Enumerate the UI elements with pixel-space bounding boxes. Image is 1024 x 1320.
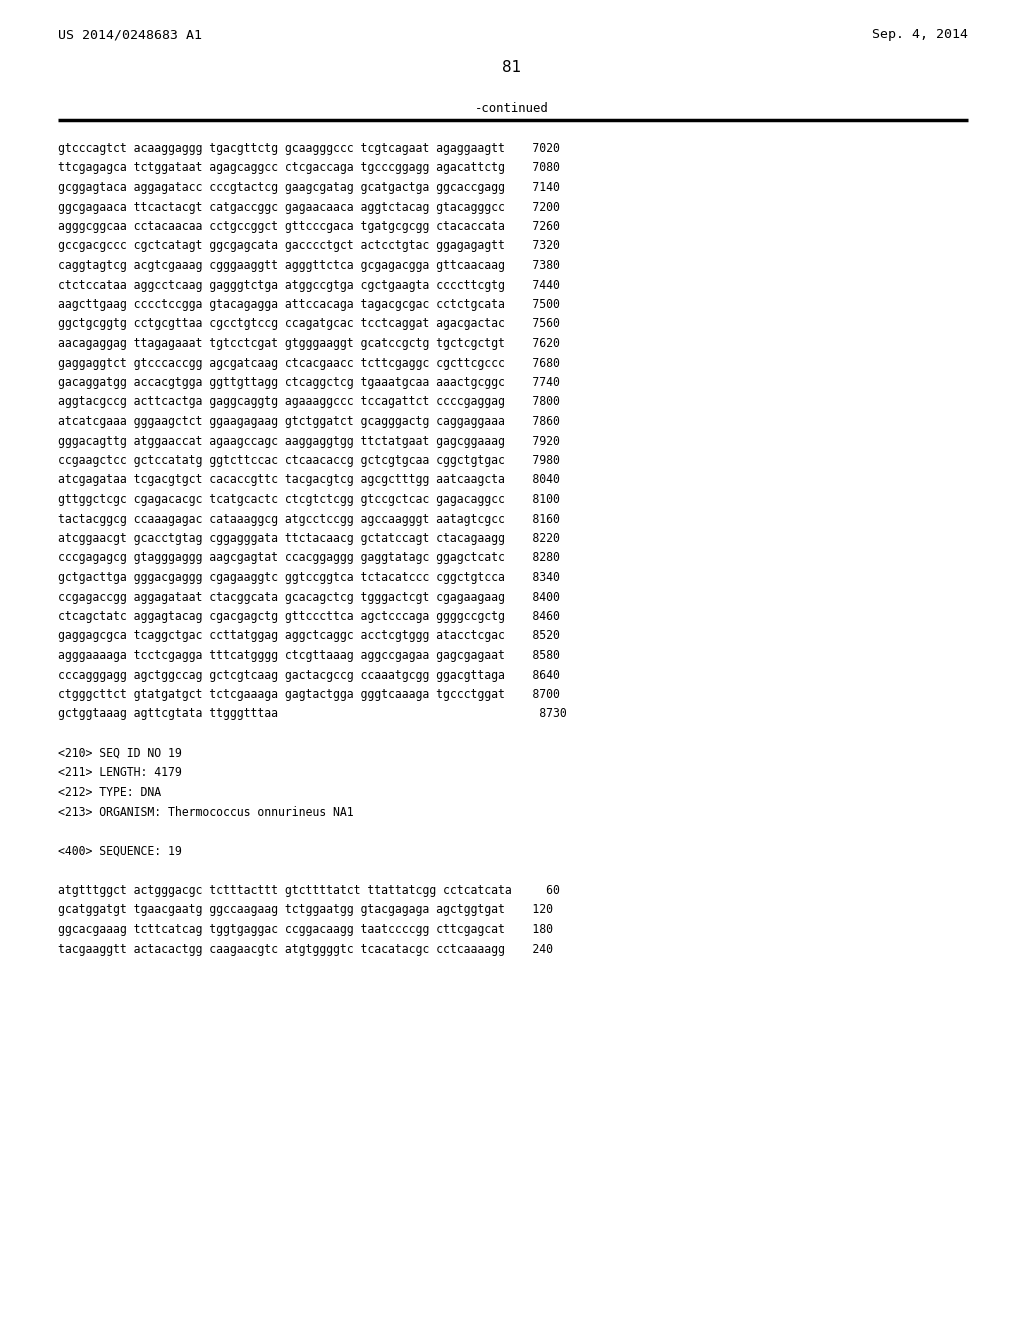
Text: US 2014/0248683 A1: US 2014/0248683 A1 [58, 28, 202, 41]
Text: agggcggcaa cctacaacaa cctgccggct gttcccgaca tgatgcgcgg ctacaccata    7260: agggcggcaa cctacaacaa cctgccggct gttcccg… [58, 220, 560, 234]
Text: atcgagataa tcgacgtgct cacaccgttc tacgacgtcg agcgctttgg aatcaagcta    8040: atcgagataa tcgacgtgct cacaccgttc tacgacg… [58, 474, 560, 487]
Text: <212> TYPE: DNA: <212> TYPE: DNA [58, 785, 161, 799]
Text: ggcgagaaca ttcactacgt catgaccggc gagaacaaca aggtctacag gtacagggcc    7200: ggcgagaaca ttcactacgt catgaccggc gagaaca… [58, 201, 560, 214]
Text: <210> SEQ ID NO 19: <210> SEQ ID NO 19 [58, 747, 181, 760]
Text: tactacggcg ccaaagagac cataaaggcg atgcctccgg agccaagggt aatagtcgcc    8160: tactacggcg ccaaagagac cataaaggcg atgcctc… [58, 512, 560, 525]
Text: ccgagaccgg aggagataat ctacggcata gcacagctcg tgggactcgt cgagaagaag    8400: ccgagaccgg aggagataat ctacggcata gcacagc… [58, 590, 560, 603]
Text: ctcagctatc aggagtacag cgacgagctg gttcccttca agctcccaga ggggccgctg    8460: ctcagctatc aggagtacag cgacgagctg gttccct… [58, 610, 560, 623]
Text: atcggaacgt gcacctgtag cggagggata ttctacaacg gctatccagt ctacagaagg    8220: atcggaacgt gcacctgtag cggagggata ttctaca… [58, 532, 560, 545]
Text: gcggagtaca aggagatacc cccgtactcg gaagcgatag gcatgactga ggcaccgagg    7140: gcggagtaca aggagatacc cccgtactcg gaagcga… [58, 181, 560, 194]
Text: agggaaaaga tcctcgagga tttcatgggg ctcgttaaag aggccgagaa gagcgagaat    8580: agggaaaaga tcctcgagga tttcatgggg ctcgtta… [58, 649, 560, 663]
Text: ttcgagagca tctggataat agagcaggcc ctcgaccaga tgcccggagg agacattctg    7080: ttcgagagca tctggataat agagcaggcc ctcgacc… [58, 161, 560, 174]
Text: ctgggcttct gtatgatgct tctcgaaaga gagtactgga gggtcaaaga tgccctggat    8700: ctgggcttct gtatgatgct tctcgaaaga gagtact… [58, 688, 560, 701]
Text: cccagggagg agctggccag gctcgtcaag gactacgccg ccaaatgcgg ggacgttaga    8640: cccagggagg agctggccag gctcgtcaag gactacg… [58, 668, 560, 681]
Text: atcatcgaaa gggaagctct ggaagagaag gtctggatct gcagggactg caggaggaaa    7860: atcatcgaaa gggaagctct ggaagagaag gtctgga… [58, 414, 560, 428]
Text: ggctgcggtg cctgcgttaa cgcctgtccg ccagatgcac tcctcaggat agacgactac    7560: ggctgcggtg cctgcgttaa cgcctgtccg ccagatg… [58, 318, 560, 330]
Text: gcatggatgt tgaacgaatg ggccaagaag tctggaatgg gtacgagaga agctggtgat    120: gcatggatgt tgaacgaatg ggccaagaag tctggaa… [58, 903, 553, 916]
Text: -continued: -continued [475, 102, 549, 115]
Text: aacagaggag ttagagaaat tgtcctcgat gtgggaaggt gcatccgctg tgctcgctgt    7620: aacagaggag ttagagaaat tgtcctcgat gtgggaa… [58, 337, 560, 350]
Text: gtcccagtct acaaggaggg tgacgttctg gcaagggccc tcgtcagaat agaggaagtt    7020: gtcccagtct acaaggaggg tgacgttctg gcaaggg… [58, 143, 560, 154]
Text: <400> SEQUENCE: 19: <400> SEQUENCE: 19 [58, 845, 181, 858]
Text: tacgaaggtt actacactgg caagaacgtc atgtggggtc tcacatacgc cctcaaaagg    240: tacgaaggtt actacactgg caagaacgtc atgtggg… [58, 942, 553, 956]
Text: ctctccataa aggcctcaag gagggtctga atggccgtga cgctgaagta ccccttcgtg    7440: ctctccataa aggcctcaag gagggtctga atggccg… [58, 279, 560, 292]
Text: cccgagagcg gtagggaggg aagcgagtat ccacggaggg gaggtatagc ggagctcatc    8280: cccgagagcg gtagggaggg aagcgagtat ccacgga… [58, 552, 560, 565]
Text: gttggctcgc cgagacacgc tcatgcactc ctcgtctcgg gtccgctcac gagacaggcc    8100: gttggctcgc cgagacacgc tcatgcactc ctcgtct… [58, 492, 560, 506]
Text: gacaggatgg accacgtgga ggttgttagg ctcaggctcg tgaaatgcaa aaactgcggc    7740: gacaggatgg accacgtgga ggttgttagg ctcaggc… [58, 376, 560, 389]
Text: gaggagcgca tcaggctgac ccttatggag aggctcaggc acctcgtggg atacctcgac    8520: gaggagcgca tcaggctgac ccttatggag aggctca… [58, 630, 560, 643]
Text: ccgaagctcc gctccatatg ggtcttccac ctcaacaccg gctcgtgcaa cggctgtgac    7980: ccgaagctcc gctccatatg ggtcttccac ctcaaca… [58, 454, 560, 467]
Text: gctgacttga gggacgaggg cgagaaggtc ggtccggtca tctacatccc cggctgtcca    8340: gctgacttga gggacgaggg cgagaaggtc ggtccgg… [58, 572, 560, 583]
Text: gaggaggtct gtcccaccgg agcgatcaag ctcacgaacc tcttcgaggc cgcttcgccc    7680: gaggaggtct gtcccaccgg agcgatcaag ctcacga… [58, 356, 560, 370]
Text: 81: 81 [503, 59, 521, 75]
Text: caggtagtcg acgtcgaaag cgggaaggtt agggttctca gcgagacgga gttcaacaag    7380: caggtagtcg acgtcgaaag cgggaaggtt agggttc… [58, 259, 560, 272]
Text: ggcacgaaag tcttcatcag tggtgaggac ccggacaagg taatccccgg cttcgagcat    180: ggcacgaaag tcttcatcag tggtgaggac ccggaca… [58, 923, 553, 936]
Text: aggtacgccg acttcactga gaggcaggtg agaaaggccc tccagattct ccccgaggag    7800: aggtacgccg acttcactga gaggcaggtg agaaagg… [58, 396, 560, 408]
Text: gggacagttg atggaaccat agaagccagc aaggaggtgg ttctatgaat gagcggaaag    7920: gggacagttg atggaaccat agaagccagc aaggagg… [58, 434, 560, 447]
Text: aagcttgaag cccctccgga gtacagagga attccacaga tagacgcgac cctctgcata    7500: aagcttgaag cccctccgga gtacagagga attccac… [58, 298, 560, 312]
Text: <213> ORGANISM: Thermococcus onnurineus NA1: <213> ORGANISM: Thermococcus onnurineus … [58, 805, 353, 818]
Text: gctggtaaag agttcgtata ttgggtttaa                                      8730: gctggtaaag agttcgtata ttgggtttaa 8730 [58, 708, 566, 721]
Text: Sep. 4, 2014: Sep. 4, 2014 [872, 28, 968, 41]
Text: <211> LENGTH: 4179: <211> LENGTH: 4179 [58, 767, 181, 780]
Text: atgtttggct actgggacgc tctttacttt gtcttttatct ttattatcgg cctcatcata     60: atgtttggct actgggacgc tctttacttt gtctttt… [58, 884, 560, 898]
Text: gccgacgccc cgctcatagt ggcgagcata gacccctgct actcctgtac ggagagagtt    7320: gccgacgccc cgctcatagt ggcgagcata gacccct… [58, 239, 560, 252]
